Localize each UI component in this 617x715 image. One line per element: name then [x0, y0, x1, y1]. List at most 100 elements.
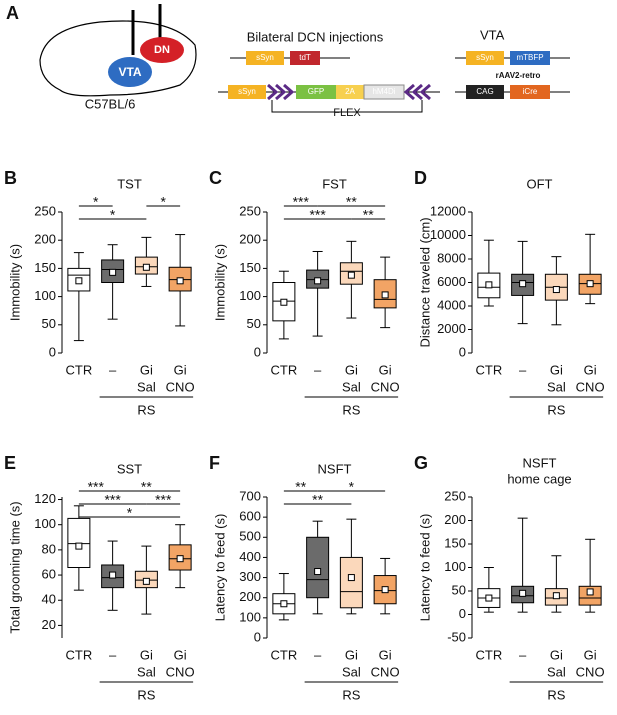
sig-label: ** — [363, 207, 374, 223]
element-label: sSyn — [256, 53, 274, 62]
subgroup-label: CNO — [166, 664, 195, 679]
y-tick-label: 100 — [239, 609, 261, 624]
y-tick-label: 400 — [239, 549, 261, 564]
mean — [347, 574, 355, 582]
mean — [280, 600, 288, 608]
x-tick-label: – — [519, 362, 527, 377]
y-tick-label: 150 — [34, 260, 56, 275]
subgroup-label: CNO — [576, 664, 605, 679]
sig-label: ** — [141, 479, 152, 495]
y-tick-label: 50 — [452, 582, 466, 597]
chart-title: NSFT — [318, 461, 352, 476]
y-tick-label: 12000 — [430, 203, 466, 218]
x-tick-label: CTR — [66, 362, 93, 377]
element-label: mTBFP — [516, 53, 543, 62]
x-tick-label: – — [519, 647, 527, 662]
x-tick-label: CTR — [476, 647, 503, 662]
mean — [552, 592, 560, 600]
y-tick-label: 100 — [34, 516, 56, 531]
x-tick-label: Gi — [345, 362, 358, 377]
y-tick-label: 100 — [34, 288, 56, 303]
element — [466, 51, 504, 65]
mean — [75, 542, 83, 550]
x-tick-label: – — [109, 362, 117, 377]
panel-letter: G — [414, 453, 428, 473]
x-tick-label: Gi — [584, 647, 597, 662]
sig-label: * — [93, 194, 99, 210]
panel-letter: F — [209, 453, 220, 473]
y-tick-label: 50 — [42, 316, 56, 331]
element — [336, 85, 364, 99]
y-axis-label: Total grooming time (s) — [7, 501, 22, 633]
lox — [267, 83, 295, 101]
sig-label: * — [110, 207, 116, 223]
x-tick-label: CTR — [271, 647, 298, 662]
y-tick-label: 250 — [34, 203, 56, 218]
vta-region — [108, 57, 152, 87]
x-tick-label: Gi — [379, 647, 392, 662]
element-label: sSyn — [238, 87, 256, 96]
y-tick-label: 0 — [459, 606, 466, 621]
x-tick-label: – — [314, 647, 322, 662]
subgroup-label: CNO — [371, 664, 400, 679]
y-tick-label: 600 — [239, 509, 261, 524]
y-axis-label: Immobility (s) — [7, 244, 22, 321]
panel-letter: C — [209, 168, 222, 188]
y-tick-label: 40 — [42, 592, 56, 607]
sig-label: * — [127, 505, 133, 521]
y-tick-label: 50 — [247, 316, 261, 331]
y-tick-label: 80 — [42, 541, 56, 556]
mean — [381, 586, 389, 594]
mean — [519, 589, 527, 597]
mean — [75, 277, 83, 285]
x-tick-label: Gi — [379, 362, 392, 377]
y-tick-label: 500 — [239, 529, 261, 544]
element — [246, 51, 284, 65]
x-tick-label: – — [314, 362, 322, 377]
y-tick-label: 0 — [49, 344, 56, 359]
element — [296, 85, 336, 99]
mean — [109, 268, 117, 276]
sig-label: *** — [293, 194, 310, 210]
box — [306, 536, 330, 599]
mean — [142, 577, 150, 585]
chart-title: SST — [117, 461, 142, 476]
dn-label: DN — [154, 44, 170, 56]
element — [510, 85, 550, 99]
virus-label: rAAV2-retro — [496, 71, 541, 80]
y-tick-label: 0 — [459, 344, 466, 359]
x-tick-label: Gi — [174, 362, 187, 377]
element-label: CAG — [476, 87, 493, 96]
panel-letter: E — [4, 453, 16, 473]
y-tick-label: 10000 — [430, 227, 466, 242]
mean — [280, 298, 288, 306]
group-label: RS — [547, 402, 565, 417]
y-tick-label: 250 — [444, 488, 466, 503]
mean — [485, 594, 493, 602]
group-label: RS — [137, 402, 155, 417]
chart-title: TST — [117, 176, 142, 191]
sig-label: * — [161, 194, 167, 210]
y-tick-label: 8000 — [437, 250, 466, 265]
x-tick-label: – — [109, 647, 117, 662]
element — [510, 51, 550, 65]
group-label: RS — [137, 687, 155, 702]
y-axis-label: Distance traveled (cm) — [417, 217, 432, 347]
subgroup-label: Sal — [547, 664, 566, 679]
y-tick-label: 200 — [239, 232, 261, 247]
mean — [314, 568, 322, 576]
y-tick-label: 60 — [42, 566, 56, 581]
sig-label: *** — [88, 479, 105, 495]
subgroup-label: CNO — [166, 379, 195, 394]
mean — [552, 286, 560, 294]
mean — [314, 277, 322, 285]
chart-title: NSFT — [523, 455, 557, 470]
flex-label: FLEX — [333, 107, 361, 119]
y-tick-label: 2000 — [437, 321, 466, 336]
y-tick-label: 150 — [444, 535, 466, 550]
y-tick-label: 200 — [34, 232, 56, 247]
strain: C57BL/6 — [85, 96, 136, 111]
mean — [176, 555, 184, 563]
y-tick-label: 100 — [444, 559, 466, 574]
x-tick-label: Gi — [345, 647, 358, 662]
